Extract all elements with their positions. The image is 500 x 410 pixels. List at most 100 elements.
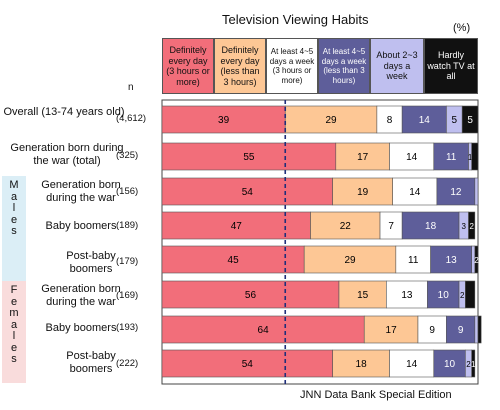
n-value-male-war: (156) xyxy=(116,186,139,197)
data-label: 17 xyxy=(386,325,398,336)
legend-item-2: Definitely every day (less than 3 hours) xyxy=(214,38,266,94)
bar-segment xyxy=(436,177,476,206)
data-label: 55 xyxy=(243,152,255,163)
data-label: 2 xyxy=(460,291,465,300)
data-label: 19 xyxy=(357,187,369,198)
data-label: 11 xyxy=(408,255,419,266)
bar-segment xyxy=(474,245,479,274)
data-label: 8 xyxy=(387,115,393,126)
row-label-male-war: Generation born during the war xyxy=(41,179,121,204)
data-label: 3 xyxy=(462,222,467,231)
bar-segment xyxy=(446,315,476,344)
n-value-war-total: (325) xyxy=(116,150,139,161)
bar-segment xyxy=(392,177,438,206)
data-label: 54 xyxy=(242,359,254,370)
bar-segment xyxy=(471,349,476,378)
bar-segment xyxy=(161,105,286,134)
data-label: 39 xyxy=(218,115,230,126)
row-label-female-post: Post-baby boomers xyxy=(66,350,116,375)
bar-segment xyxy=(284,105,378,134)
data-label: 47 xyxy=(231,221,243,232)
data-label: 13 xyxy=(446,255,458,266)
data-label: 17 xyxy=(357,152,369,163)
unit-note: (%) xyxy=(453,22,471,34)
row-label-war-total: Generation born during the war (total) xyxy=(10,142,124,167)
n-header: n xyxy=(128,82,134,93)
data-label: 14 xyxy=(406,359,418,370)
bar-segment xyxy=(474,177,479,206)
group-label-females: F e m a l e s xyxy=(2,281,26,383)
data-label: 64 xyxy=(258,325,270,336)
data-label: 12 xyxy=(450,187,462,198)
bar-segment xyxy=(161,142,337,171)
legend-item-5: About 2~3 days a week xyxy=(370,38,424,94)
bar-segment xyxy=(161,280,340,309)
bar-segment xyxy=(389,142,435,171)
row-label-male-boomers: Baby boomers xyxy=(45,220,117,232)
bar-segment xyxy=(161,177,333,206)
n-value-female-post: (222) xyxy=(116,358,139,369)
data-label: 1 xyxy=(468,153,473,162)
bar-segment xyxy=(471,142,479,171)
data-label: 29 xyxy=(325,115,337,126)
legend-item-3: At least 4~5 days a week (3 hours or mor… xyxy=(266,38,318,94)
data-label: 2 xyxy=(469,222,474,231)
bar-segment xyxy=(161,245,305,274)
data-label: 7 xyxy=(388,221,394,232)
data-label: 14 xyxy=(419,115,431,126)
bar-segment xyxy=(386,280,428,309)
n-value-male-boomers: (189) xyxy=(116,220,139,231)
data-label: 10 xyxy=(444,359,456,370)
data-label: 9 xyxy=(429,325,435,336)
row-label-male-post: Post-baby boomers xyxy=(66,250,116,275)
source-footer: JNN Data Bank Special Edition xyxy=(300,389,452,401)
n-value-female-war: (169) xyxy=(116,290,139,301)
bar-segment xyxy=(468,211,476,240)
data-label: 54 xyxy=(242,187,254,198)
bar-segment xyxy=(303,245,397,274)
plot-frame xyxy=(161,99,479,385)
data-label: 29 xyxy=(344,255,356,266)
bar-segment xyxy=(433,349,466,378)
data-label: 10 xyxy=(438,290,450,301)
data-label: 22 xyxy=(340,221,352,232)
data-label: 14 xyxy=(406,152,418,163)
bar-segment xyxy=(417,315,447,344)
legend-item-1: Definitely every day (3 hours or more) xyxy=(162,38,214,94)
data-label: 1 xyxy=(471,360,476,369)
data-label: 11 xyxy=(446,152,457,163)
n-value-overall: (4,612) xyxy=(116,113,147,124)
data-label: 2 xyxy=(466,360,471,369)
bar-segment xyxy=(465,280,476,309)
bar-segment xyxy=(376,105,403,134)
bar-segment xyxy=(389,349,435,378)
data-label: 45 xyxy=(228,255,240,266)
bar-segment xyxy=(474,315,479,344)
data-label: 13 xyxy=(401,290,413,301)
n-value-male-post: (179) xyxy=(116,256,139,267)
bar-segment xyxy=(401,105,447,134)
bar-segment xyxy=(461,105,479,134)
data-label: 18 xyxy=(356,359,368,370)
row-label-overall: Overall (13-74 years old) xyxy=(3,106,125,118)
bar-segment xyxy=(427,280,460,309)
bar-segment xyxy=(335,142,390,171)
bar-segment xyxy=(433,142,469,171)
bar-segment xyxy=(477,315,482,344)
data-label: 2 xyxy=(474,256,479,265)
data-label: 18 xyxy=(425,221,437,232)
bar-segment xyxy=(161,349,333,378)
data-label: 9 xyxy=(458,325,464,336)
chart-title: Television Viewing Habits xyxy=(222,12,369,27)
data-label: 14 xyxy=(409,187,421,198)
row-label-female-war: Generation born during the war xyxy=(41,283,121,308)
bar-segment xyxy=(430,245,472,274)
legend-item-6: Hardly watch TV at all xyxy=(424,38,478,94)
legend-item-4: At least 4~5 days a week (less than 3 ho… xyxy=(318,38,370,94)
data-label: 56 xyxy=(245,290,257,301)
n-value-female-boomers: (193) xyxy=(116,322,139,333)
bar-segment xyxy=(338,280,387,309)
group-label-males: M a l e s xyxy=(2,176,26,281)
row-label-female-boomers: Baby boomers xyxy=(45,322,117,334)
